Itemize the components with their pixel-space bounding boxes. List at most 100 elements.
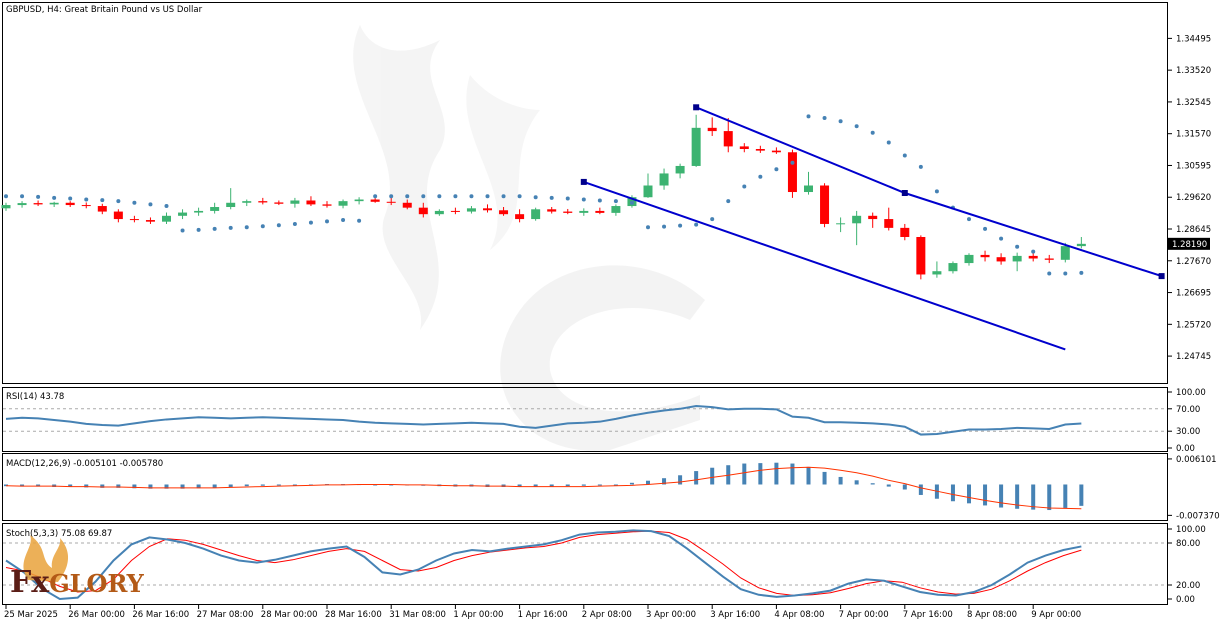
- macd-histogram-bar: [36, 484, 41, 487]
- current-price-box: [1168, 237, 1210, 250]
- macd-histogram-bar: [68, 484, 73, 487]
- macd-histogram-bar: [838, 476, 843, 485]
- candle-body: [1076, 243, 1086, 247]
- sar-dot: [774, 167, 779, 172]
- candle-body: [515, 214, 525, 220]
- time-tick-label: 3 Apr 00:00: [646, 610, 696, 620]
- candle-body: [466, 208, 476, 212]
- sar-dot: [646, 225, 650, 230]
- sar-dot: [549, 195, 554, 200]
- stoch-tick-label: 100.00: [1176, 525, 1206, 535]
- macd-histogram-bar: [710, 467, 715, 485]
- sar-dot: [710, 217, 715, 222]
- time-tick-label: 4 Apr 08:00: [774, 610, 824, 620]
- current-price-label: 1.28190: [1172, 240, 1207, 250]
- sar-dot: [228, 225, 233, 230]
- price-tick-label: 1.28645: [1176, 225, 1211, 235]
- sar-dot: [758, 174, 763, 179]
- candle-body: [434, 210, 444, 215]
- macd-histogram-bar: [196, 484, 201, 489]
- candle-body: [483, 208, 492, 211]
- rsi-tick-label: 0.00: [1176, 444, 1195, 454]
- candle-body: [643, 185, 653, 198]
- price-chart-title: GBPUSD, H4: Great Britain Pound vs US Do…: [6, 5, 203, 15]
- logo-glory-text: GLORY: [49, 569, 144, 598]
- macd-histogram-bar: [950, 484, 955, 502]
- macd-histogram-bar: [902, 484, 907, 490]
- price-pane: [2, 2, 1168, 384]
- macd-histogram-bar: [822, 471, 827, 485]
- time-tick-label: 7 Apr 16:00: [903, 610, 953, 620]
- sar-dot: [389, 194, 394, 199]
- sar-dot: [84, 197, 89, 202]
- rsi-tick-label: 100.00: [1176, 388, 1206, 398]
- sar-dot: [485, 194, 490, 199]
- candle-body: [739, 146, 749, 150]
- sar-dot: [4, 194, 8, 199]
- sar-dot: [694, 222, 699, 227]
- candle-body: [820, 185, 830, 224]
- sar-dot: [918, 164, 923, 169]
- sar-dot: [308, 220, 313, 225]
- sar-dot: [565, 196, 570, 201]
- candle-body: [884, 219, 894, 228]
- sar-dot: [341, 218, 346, 223]
- time-tick-label: 1 Apr 00:00: [453, 610, 503, 620]
- stoch-signal-line: [5, 530, 1082, 597]
- sar-dot: [870, 130, 875, 135]
- macd-histogram-bar: [116, 484, 121, 488]
- stoch-pane: [2, 523, 1168, 605]
- candle-body: [386, 201, 396, 203]
- sar-dot: [373, 194, 378, 199]
- channel-lower-line: [583, 180, 1066, 351]
- candle-body: [450, 210, 460, 212]
- time-tick-label: 28 Mar 00:00: [261, 610, 318, 620]
- sar-dot: [116, 199, 121, 204]
- sar-dot: [453, 194, 458, 199]
- macd-histogram-bar: [790, 463, 795, 485]
- price-tick-label: 1.26695: [1176, 289, 1211, 299]
- time-tick-label: 28 Mar 16:00: [325, 610, 382, 620]
- time-tick-label: 9 Apr 00:00: [1031, 610, 1081, 620]
- time-tick-label: 2 Apr 08:00: [582, 610, 632, 620]
- candle-body: [868, 215, 878, 220]
- rsi-tick-label: 70.00: [1176, 405, 1200, 415]
- sar-dot: [469, 194, 474, 199]
- candle-body: [948, 263, 958, 272]
- sar-dot: [325, 219, 329, 224]
- candle-body: [129, 219, 139, 221]
- sar-dot: [357, 218, 362, 223]
- macd-histogram-bar: [758, 463, 763, 485]
- candle-body: [563, 211, 573, 213]
- sar-dot: [886, 140, 891, 145]
- macd-histogram-bar: [20, 484, 25, 487]
- macd-histogram-bar: [870, 483, 875, 485]
- sar-dot: [405, 194, 410, 199]
- macd-histogram-bar: [212, 484, 217, 488]
- price-tick-label: 1.31570: [1176, 130, 1211, 140]
- macd-histogram-bar: [886, 484, 891, 487]
- price-tick-label: 1.33520: [1176, 66, 1211, 76]
- sar-dot: [100, 198, 105, 203]
- sar-dot: [421, 194, 426, 199]
- candle-body: [97, 206, 107, 212]
- rsi-tick-label: 30.00: [1176, 427, 1200, 437]
- price-tick-label: 1.32545: [1176, 98, 1211, 108]
- macd-histogram-bar: [918, 484, 923, 495]
- macd-histogram-bar: [983, 484, 988, 506]
- macd-histogram-bar: [1047, 484, 1052, 511]
- macd-histogram-bar: [854, 480, 859, 485]
- macd-histogram-bar: [967, 484, 971, 504]
- candle-body: [402, 202, 412, 208]
- macd-tick-label: -0.007370: [1176, 511, 1220, 521]
- channel-upper-line: [695, 106, 1162, 278]
- time-tick-label: 26 Mar 00:00: [68, 610, 125, 620]
- macd-histogram-bar: [260, 484, 265, 486]
- candle-body: [338, 201, 348, 206]
- macd-histogram-bar: [1063, 484, 1068, 508]
- price-tick-label: 1.24745: [1176, 352, 1211, 362]
- macd-histogram-bar: [806, 466, 811, 485]
- candle-body: [707, 127, 717, 132]
- macd-histogram-bar: [581, 484, 586, 486]
- macd-histogram-bar: [613, 484, 618, 486]
